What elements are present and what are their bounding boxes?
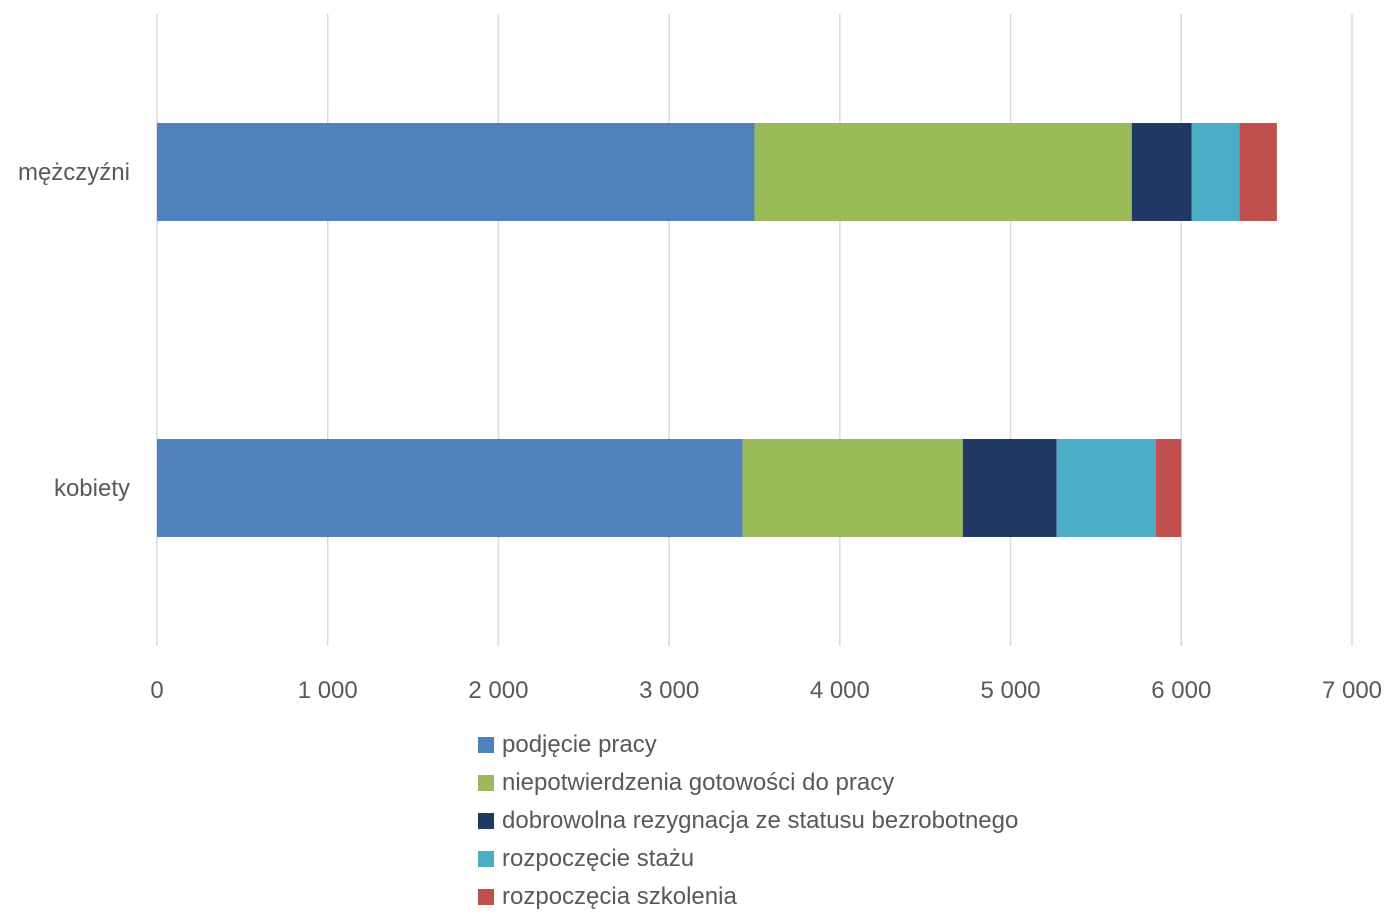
- category-label: kobiety: [54, 475, 130, 502]
- bar-segment: [742, 439, 963, 537]
- legend-label: rozpoczęcie stażu: [502, 845, 695, 872]
- legend-item: rozpoczęcie stażu: [478, 840, 1018, 878]
- bar-segment: [754, 123, 1132, 221]
- legend-label: rozpoczęcia szkolenia: [502, 883, 737, 910]
- x-tick-label: 0: [150, 677, 163, 704]
- bar-segment: [1191, 123, 1240, 221]
- x-tick-label: 4 000: [810, 677, 870, 704]
- gridlines: [156, 14, 1353, 646]
- bar-segment: [1239, 123, 1277, 221]
- legend-label: niepotwierdzenia gotowości do pracy: [502, 769, 895, 796]
- legend-item: rozpoczęcia szkolenia: [478, 878, 1018, 916]
- bar-segment: [157, 439, 743, 537]
- x-axis-tick-labels: 0 1 000 2 000 3 000 4 000 5 000 6 000 7 000: [150, 677, 1382, 704]
- x-tick-label: 2 000: [468, 677, 528, 704]
- legend-item: niepotwierdzenia gotowości do pracy: [478, 764, 1018, 802]
- legend-swatch: [478, 775, 494, 791]
- legend-label: dobrowolna rezygnacja ze statusu bezrobo…: [502, 807, 1019, 834]
- x-tick-label: 1 000: [298, 677, 358, 704]
- legend-item: podjęcie pracy: [478, 726, 1018, 764]
- legend-swatch: [478, 889, 494, 905]
- bar-segment: [1131, 123, 1192, 221]
- x-tick-label: 5 000: [981, 677, 1041, 704]
- legend-item: dobrowolna rezygnacja ze statusu bezrobo…: [478, 802, 1018, 840]
- stacked-bar-chart: mężczyźni kobiety 0 1 000 2 000 3 000 4 000 5 …: [18, 14, 1382, 704]
- legend-swatch: [478, 737, 494, 753]
- x-tick-label: 3 000: [639, 677, 699, 704]
- legend-swatch: [478, 851, 494, 867]
- bar-segment: [1155, 439, 1182, 537]
- legend-swatch: [478, 813, 494, 829]
- bars: [157, 123, 1277, 537]
- bar-segment: [962, 439, 1057, 537]
- x-tick-label: 7 000: [1322, 677, 1382, 704]
- bar-segment: [157, 123, 755, 221]
- category-labels: mężczyźni kobiety: [18, 159, 130, 502]
- x-tick-label: 6 000: [1151, 677, 1211, 704]
- legend: podjęcie pracy niepotwierdzenia gotowości…: [478, 726, 1018, 916]
- legend-label: podjęcie pracy: [502, 731, 657, 758]
- category-label: mężczyźni: [18, 159, 130, 186]
- bar-segment: [1056, 439, 1156, 537]
